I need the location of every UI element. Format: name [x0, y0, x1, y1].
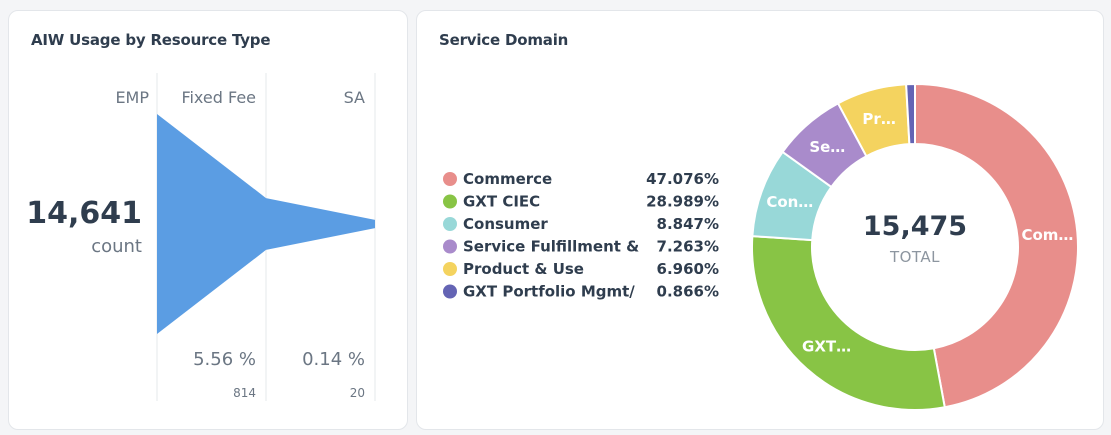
donut-title: Service Domain [439, 31, 569, 49]
funnel-stage-label-emp: EMP [115, 88, 149, 107]
donut-slice-label-product-use: Pr… [862, 110, 895, 128]
funnel-count-sa: 20 [350, 386, 365, 400]
legend-value-product-use: 6.960% [657, 260, 719, 278]
funnel-stage-label-fixed-fee: Fixed Fee [181, 88, 256, 107]
legend-label-product-use: Product & Use [463, 260, 584, 278]
donut-slice-gxt-ciec[interactable] [751, 235, 946, 411]
donut-total-label: TOTAL [889, 248, 940, 266]
donut-slice-label-commerce: Com… [1021, 226, 1073, 244]
funnel-title: AIW Usage by Resource Type [31, 31, 271, 49]
funnel-stage-label-sa: SA [344, 88, 365, 107]
funnel-card: AIW Usage by Resource Type EMP Fixed Fee… [8, 10, 408, 430]
legend-label-commerce: Commerce [463, 170, 552, 188]
legend-swatch-consumer [443, 217, 457, 231]
funnel-segment-emp [157, 114, 266, 334]
legend-value-commerce: 47.076% [646, 170, 719, 188]
funnel-segment-fixed-fee [266, 198, 375, 250]
legend-swatch-gxt-ciec [443, 194, 457, 209]
legend-label-service-fulfillment: Service Fulfillment & [463, 238, 639, 256]
legend-value-gxt-portfolio-mgmt: 0.866% [657, 283, 719, 301]
funnel-percent-fixed-fee: 5.56 % [193, 349, 256, 370]
donut-slice-label-consumer: Con… [766, 193, 813, 211]
legend-swatch-gxt-portfolio-mgmt [443, 284, 457, 299]
legend-swatch-commerce [443, 172, 457, 186]
donut-chart: Commerce 47.076% GXT CIEC 28.989% Consumer 8.… [443, 82, 1079, 411]
funnel-headline-value: 14,641 [26, 196, 142, 231]
legend-label-gxt-portfolio-mgmt: GXT Portfolio Mgmt/ [463, 283, 635, 301]
legend-value-consumer: 8.847% [657, 215, 719, 233]
donut-card: Service Domain Commerce 47.076% GXT CIEC 28… [416, 10, 1104, 430]
funnel-headline-unit: count [91, 236, 142, 257]
legend-swatch-product-use [443, 262, 457, 276]
legend-label-consumer: Consumer [463, 215, 548, 233]
donut-slice-gxt-portfolio-mgmt[interactable] [905, 82, 916, 146]
legend-value-gxt-ciec: 28.989% [646, 193, 719, 211]
legend-swatch-service-fulfillment [443, 239, 457, 254]
donut-slice-label-service-fulfillment: Se… [809, 138, 845, 156]
legend-label-gxt-ciec: GXT CIEC [463, 193, 540, 211]
funnel-percent-sa: 0.14 % [302, 349, 365, 370]
donut-slice-commerce[interactable] [914, 82, 1079, 409]
donut-slice-label-gxt-ciec: GXT… [802, 337, 851, 355]
funnel-count-fixed-fee: 814 [233, 386, 256, 400]
funnel-chart: EMP Fixed Fee SA 14,641 count 5.56 % 0.1… [26, 73, 376, 401]
legend-value-service-fulfillment: 7.263% [657, 238, 719, 256]
donut-total-value: 15,475 [863, 211, 967, 242]
